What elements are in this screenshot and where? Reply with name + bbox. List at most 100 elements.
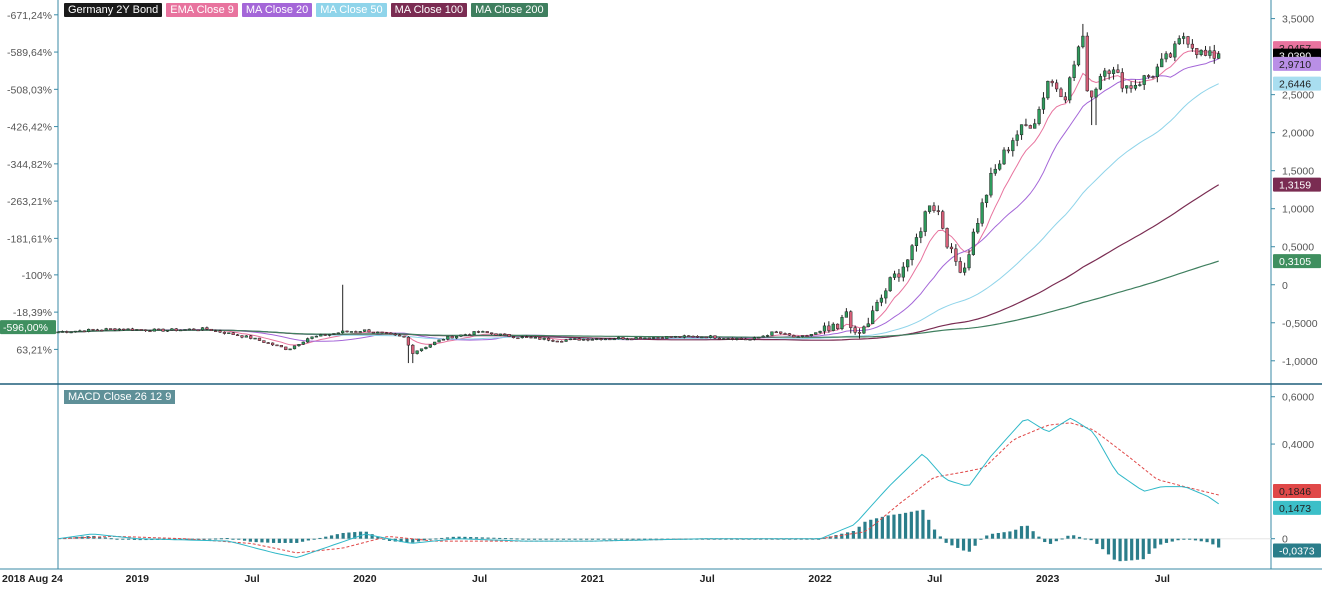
candle-body: [437, 339, 441, 343]
macd-histogram-bar: [312, 538, 316, 540]
candle-body: [314, 335, 319, 338]
macd-histogram-bar: [1002, 532, 1006, 539]
candle-body: [695, 336, 700, 338]
x-tick-label: 2020: [353, 573, 377, 585]
candle-body: [669, 336, 673, 338]
macd-legend[interactable]: MACD Close 26 12 9: [64, 390, 176, 404]
candle-body: [187, 328, 192, 331]
macd-histogram-bar: [903, 512, 908, 539]
macd-histogram-bar: [869, 519, 873, 539]
candle-body: [538, 337, 542, 340]
macd-histogram-bar: [1130, 538, 1134, 561]
legend-ma-200[interactable]: MA Close 200: [471, 3, 548, 17]
candle-body: [341, 330, 345, 334]
candle-body: [1177, 38, 1181, 45]
candle-body: [1033, 123, 1037, 129]
candle-body: [546, 337, 551, 341]
candle-body: [1002, 149, 1006, 165]
candle-body: [656, 337, 660, 339]
macd-histogram-bar: [503, 538, 508, 540]
x-tick-label: 2019: [126, 573, 150, 585]
candle-body: [297, 344, 301, 347]
candle-body: [1208, 50, 1212, 56]
macd-marker-label: 0,1473: [1279, 503, 1311, 515]
candle-body: [222, 331, 227, 334]
macd-histogram-bar: [990, 533, 995, 539]
candle-body: [919, 231, 923, 238]
candle-body: [1081, 35, 1085, 48]
x-tick-label: Jul: [927, 573, 942, 585]
macd-histogram-bar: [1211, 538, 1215, 545]
candle-body: [1199, 49, 1203, 55]
macd-histogram-bar: [219, 538, 223, 540]
candle-body: [963, 267, 967, 273]
left-marker-label: -596,00%: [3, 322, 48, 334]
candle-body: [783, 333, 787, 335]
macd-signal-line: [57, 422, 1219, 554]
macd-histogram-bar: [561, 538, 566, 540]
macd-histogram-bar: [967, 538, 971, 552]
legend-ma-100[interactable]: MA Close 100: [390, 3, 468, 17]
legend-ma-50[interactable]: MA Close 50: [316, 3, 387, 17]
candle-body: [906, 259, 910, 268]
macd-histogram-bar: [985, 535, 989, 539]
macd-histogram-bar: [938, 536, 942, 539]
legend-instrument[interactable]: Germany 2Y Bond: [64, 3, 163, 17]
macd-histogram-bar: [857, 526, 861, 539]
macd-histogram-bar: [730, 538, 734, 540]
x-tick-label: Jul: [1155, 573, 1170, 585]
legend-ema-9[interactable]: EMA Close 9: [166, 3, 238, 17]
macd-histogram-bar: [237, 538, 241, 540]
candle-body: [1217, 53, 1221, 59]
macd-histogram-bar: [335, 534, 339, 539]
candle-body: [1190, 43, 1194, 49]
macd-histogram-bar: [787, 538, 792, 540]
candle-body: [179, 329, 183, 332]
candle-body: [871, 310, 875, 324]
macd-histogram-bar: [590, 538, 595, 540]
candle-body: [608, 338, 612, 341]
macd-histogram-bar: [451, 536, 455, 539]
candle-body: [551, 340, 555, 342]
macd-histogram-bar: [759, 538, 763, 540]
candle-body: [481, 331, 485, 333]
candle-body: [257, 337, 262, 341]
macd-histogram-bar: [851, 530, 855, 539]
macd-histogram-bar: [1095, 538, 1099, 544]
macd-histogram-bar: [190, 538, 194, 540]
macd-histogram-bar: [434, 538, 438, 540]
macd-histogram-bar: [138, 538, 142, 541]
candle-body: [433, 341, 437, 346]
macd-histogram-bar: [1106, 538, 1111, 555]
candle-body: [1116, 69, 1120, 73]
candle-body: [761, 335, 765, 338]
candle-body: [621, 337, 625, 340]
macd-histogram-bar: [1048, 538, 1053, 544]
candle-body: [757, 336, 761, 339]
macd-histogram-bar: [585, 538, 589, 540]
candle-body: [516, 337, 520, 340]
candle-body: [148, 330, 152, 333]
candle-body: [231, 332, 235, 335]
candle-body: [590, 339, 594, 341]
candle-body: [1024, 124, 1028, 126]
candle-body: [652, 337, 656, 339]
candle-body: [87, 328, 91, 332]
macd-histogram-bar: [266, 538, 270, 543]
legend-ma-20[interactable]: MA Close 20: [241, 3, 313, 17]
macd-histogram-bar: [1112, 538, 1116, 560]
right-tick-label: 1,0000: [1282, 204, 1314, 216]
macd-histogram-bar: [1072, 535, 1076, 539]
candle-body: [122, 328, 126, 331]
macd-histogram-bar: [474, 537, 479, 539]
candle-body: [1155, 66, 1159, 77]
macd-histogram-bar: [213, 538, 218, 540]
macd-histogram-bar: [1159, 538, 1163, 545]
macd-histogram-bar: [1188, 538, 1192, 540]
candle-body: [866, 323, 870, 328]
price-marker-label: 1,3159: [1279, 180, 1311, 192]
candle-body: [319, 334, 323, 337]
macd-histogram-bar: [805, 538, 809, 540]
macd-histogram-bar: [776, 538, 780, 540]
